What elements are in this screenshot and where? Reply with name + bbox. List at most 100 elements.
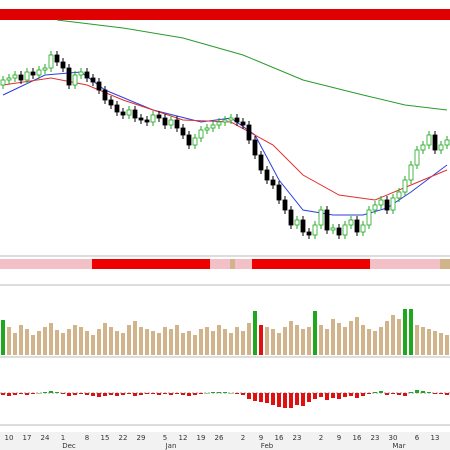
x-tick-label: 13 <box>431 434 440 442</box>
volume-bar <box>97 329 101 355</box>
x-tick-label: 6 <box>415 434 420 442</box>
candle-body <box>90 77 96 83</box>
x-tick-label: 22 <box>119 434 128 442</box>
macd-bar <box>337 393 341 399</box>
volume-bar <box>307 327 311 355</box>
macd-bar <box>25 393 29 395</box>
candle-body <box>438 144 444 151</box>
candle-body <box>282 199 288 211</box>
candle-body <box>144 119 150 123</box>
x-tick-label: 30 <box>389 434 398 442</box>
candle-body <box>420 144 426 151</box>
candle-body <box>246 124 252 141</box>
volume-bar <box>403 309 407 355</box>
candle-body <box>318 209 324 226</box>
volume-bar <box>133 321 137 355</box>
candle-body <box>72 74 78 86</box>
volume-bar <box>121 333 125 355</box>
candle-body <box>18 74 24 81</box>
volume-bar <box>433 331 437 355</box>
macd-bar <box>409 392 413 393</box>
macd-bar <box>439 393 443 394</box>
candle-body <box>60 61 66 69</box>
volume-bar <box>385 321 389 355</box>
candle-body <box>222 119 228 123</box>
macd-bar <box>313 393 317 399</box>
volume-bar <box>37 331 41 355</box>
volume-bar <box>181 333 185 355</box>
macd-bar <box>265 393 269 403</box>
volume-bar <box>379 327 383 355</box>
macd-bar <box>79 393 83 394</box>
volume-bar <box>127 325 131 355</box>
macd-bar <box>103 393 107 396</box>
candle-body <box>408 164 414 181</box>
macd-bar <box>397 393 401 395</box>
candle-body <box>102 89 108 101</box>
macd-bar <box>181 393 185 395</box>
volume-bar <box>373 331 377 355</box>
macd-bar <box>415 390 419 393</box>
volume-bar <box>49 323 53 355</box>
candle-body <box>126 109 132 116</box>
moving-average <box>56 19 448 111</box>
volume-bar <box>55 330 59 355</box>
candle-body <box>426 134 432 146</box>
volume-bar <box>7 327 11 355</box>
volume-bar <box>355 317 359 355</box>
candle-body <box>150 114 156 123</box>
volume-bar <box>301 329 305 355</box>
volume-bar <box>217 325 221 355</box>
candle-body <box>402 179 408 193</box>
time-axis <box>0 432 450 450</box>
macd-bar <box>349 393 353 396</box>
candle-body <box>54 54 60 63</box>
macd-bar <box>49 391 53 393</box>
macd-bar <box>187 393 191 396</box>
macd-bar <box>241 393 245 395</box>
x-tick-label: 2 <box>319 434 323 442</box>
volume-bar <box>109 327 113 355</box>
month-label: Feb <box>261 442 274 450</box>
candle-body <box>288 209 294 226</box>
volume-bar <box>277 333 281 355</box>
candle-body <box>378 199 384 206</box>
macd-bar <box>301 393 305 406</box>
volume-bar <box>247 323 251 355</box>
volume-bar <box>229 333 233 355</box>
candle-body <box>78 71 84 76</box>
volume-bar <box>409 309 413 355</box>
volume-bar <box>271 329 275 355</box>
macd-bar <box>73 393 77 395</box>
candle-body <box>84 71 90 79</box>
macd-bar <box>157 393 161 395</box>
macd-bar <box>229 393 233 394</box>
volume-bar <box>19 325 23 355</box>
macd-bar <box>355 393 359 398</box>
macd-bar <box>289 393 293 408</box>
candle-body <box>204 127 210 131</box>
volume-bar <box>439 333 443 355</box>
macd-bar <box>199 393 203 394</box>
volume-bar <box>235 327 239 355</box>
x-tick-label: 24 <box>41 434 50 442</box>
macd-bar <box>169 393 173 395</box>
macd-bar <box>31 393 35 394</box>
volume-bar <box>13 333 17 355</box>
x-tick-label: 19 <box>197 434 206 442</box>
candle-body <box>216 121 222 126</box>
candle-body <box>240 121 246 126</box>
volume-bar <box>79 327 83 355</box>
volume-bar <box>103 323 107 355</box>
macd-bar <box>1 393 5 395</box>
macd-bar <box>61 393 65 394</box>
x-tick-label: 5 <box>163 434 167 442</box>
macd-bar <box>295 393 299 405</box>
candle-body <box>348 219 354 226</box>
signal-strip <box>0 259 450 269</box>
candle-body <box>276 184 282 201</box>
macd-bar <box>445 393 449 395</box>
x-tick-label: 1 <box>61 434 65 442</box>
macd-bar <box>109 393 113 395</box>
